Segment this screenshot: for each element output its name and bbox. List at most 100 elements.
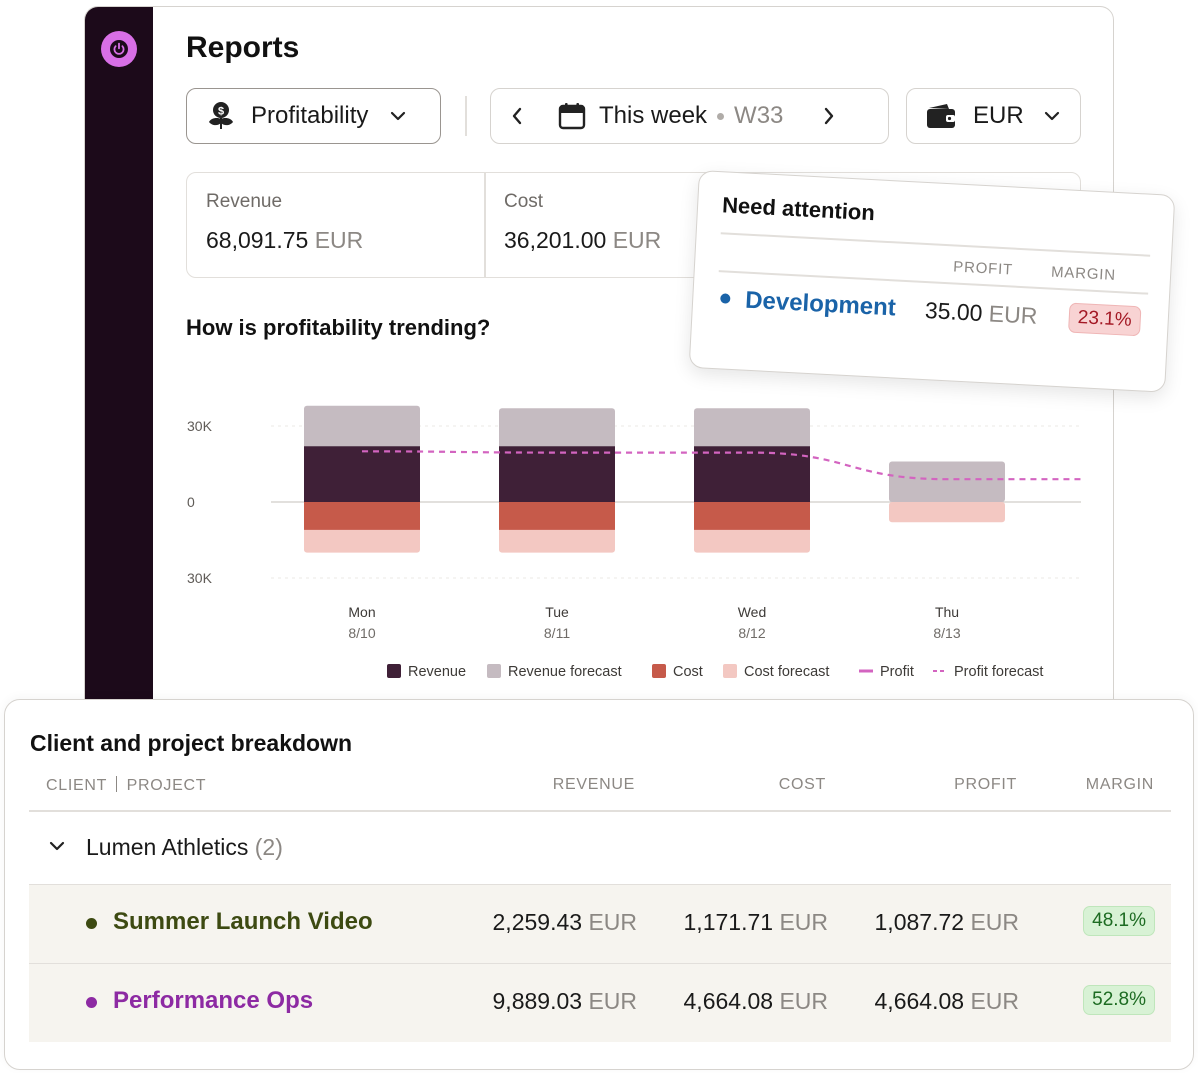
project-dot (86, 918, 97, 929)
breakdown-card: Client and project breakdown CLIENT PROJ… (4, 699, 1194, 1070)
profit-cell: 1,087.72 EUR (875, 909, 1019, 936)
profit-forecast-line (361, 450, 1081, 481)
col-client: CLIENT (46, 777, 107, 794)
project-name[interactable]: Summer Launch Video (113, 908, 373, 935)
wallet-icon (925, 102, 957, 130)
revenue-forecast-bar (889, 461, 1005, 502)
page-title: Reports (186, 31, 300, 64)
separator-dot (717, 112, 725, 120)
y-tick-label: 0 (187, 494, 195, 510)
revenue-stat: Revenue 68,091.75 EUR (187, 173, 363, 277)
legend-label: Profit forecast (954, 664, 1043, 680)
revenue-bar (304, 446, 420, 502)
legend-swatch (387, 664, 401, 678)
chevron-left-icon[interactable] (511, 107, 523, 125)
col-revenue: REVENUE (552, 776, 635, 793)
chevron-right-icon[interactable] (823, 107, 835, 125)
attention-project-link[interactable]: Development (744, 286, 897, 322)
margin-badge: 23.1% (1067, 302, 1142, 337)
client-label: Lumen Athletics (86, 834, 249, 860)
period-label[interactable]: This week (599, 102, 708, 129)
project-dot (720, 293, 731, 304)
svg-text:$: $ (218, 106, 224, 118)
profit-amount: 1,087.72 (874, 909, 965, 935)
column-separator (115, 776, 118, 792)
attention-profit: 35.00 EUR (924, 297, 1038, 330)
cost-bar (304, 502, 420, 530)
breakdown-title: Client and project breakdown (30, 730, 353, 756)
cost-bar (694, 502, 810, 530)
revenue-amount: 2,259.43 (492, 909, 583, 935)
need-attention-card: Need attention PROFIT MARGIN Development… (688, 170, 1176, 393)
week-number: W33 (734, 102, 784, 129)
project-name[interactable]: Performance Ops (113, 987, 314, 1014)
attention-col-margin: MARGIN (1050, 263, 1117, 284)
sidebar (85, 7, 153, 725)
x-tick-day: Tue (545, 604, 569, 620)
currency-dropdown[interactable]: EUR (906, 88, 1081, 144)
cost-amount: 1,171.71 (683, 909, 774, 935)
x-tick-date: 8/12 (738, 625, 765, 641)
stat-divider (484, 173, 486, 277)
cost-cell: 1,171.71 EUR (684, 909, 828, 936)
legend-label: Profit (880, 664, 914, 680)
revenue-stat-label: Revenue (206, 191, 283, 212)
revenue-amount: 68,091.75 (206, 227, 309, 253)
revenue-amount: 9,889.03 (492, 988, 583, 1014)
header-divider (29, 810, 1171, 812)
x-tick-day: Mon (348, 604, 375, 620)
legend-label: Cost forecast (744, 664, 829, 680)
margin-badge: 48.1% (1083, 906, 1155, 936)
profitability-chart: 30K 0 30K Mon 8/10 Tue 8/11 Wed 8/12 Thu 8/13 Reven… (187, 405, 1081, 680)
profit-unit: EUR (970, 909, 1019, 935)
y-tick-label: 30K (187, 570, 213, 586)
legend-label: Revenue forecast (508, 664, 622, 680)
revenue-bar (694, 446, 810, 502)
calendar-icon (557, 101, 587, 131)
revenue-bar (499, 446, 615, 502)
x-tick-date: 8/13 (933, 625, 960, 641)
toolbar-divider (465, 96, 467, 136)
col-profit: PROFIT (954, 776, 1017, 793)
currency-label: EUR (973, 102, 1024, 129)
client-name: Lumen Athletics (2) (86, 834, 283, 861)
col-cost: COST (778, 776, 826, 793)
legend-swatch (723, 664, 737, 678)
chevron-down-icon[interactable] (49, 838, 65, 856)
report-type-label: Profitability (251, 102, 369, 129)
margin-badge: 52.8% (1083, 985, 1155, 1015)
revenue-unit: EUR (588, 988, 637, 1014)
need-attention-title: Need attention (721, 192, 876, 226)
attention-profit-unit: EUR (988, 300, 1039, 329)
attention-profit-amount: 35.00 (924, 297, 984, 327)
cost-cell: 4,664.08 EUR (684, 988, 828, 1015)
cost-unit: EUR (612, 227, 662, 253)
attention-header-divider (720, 232, 1151, 257)
cost-amount: 4,664.08 (683, 988, 774, 1014)
money-plant-icon: $ (205, 100, 237, 132)
cost-stat-label: Cost (504, 191, 544, 212)
client-group-row[interactable]: Lumen Athletics (2) (29, 812, 1171, 884)
legend-label: Cost (673, 664, 703, 680)
legend-swatch (487, 664, 501, 678)
x-tick-date: 8/11 (544, 625, 570, 641)
cost-forecast-bar (889, 502, 1005, 523)
cost-bar (499, 502, 615, 530)
cost-unit: EUR (779, 988, 828, 1014)
table-row[interactable]: Summer Launch Video 2,259.43 EUR 1,171.7… (29, 884, 1171, 963)
attention-col-profit: PROFIT (952, 258, 1014, 279)
period-navigator: This week W33 (490, 88, 889, 144)
revenue-stat-value: 68,091.75 EUR (206, 227, 363, 254)
cost-stat-value: 36,201.00 EUR (504, 227, 661, 254)
x-tick-day: Wed (738, 604, 767, 620)
legend-swatch (652, 664, 666, 678)
cost-amount: 36,201.00 (504, 227, 607, 253)
revenue-unit: EUR (588, 909, 637, 935)
power-icon[interactable] (101, 31, 137, 67)
summary-stats: Revenue 68,091.75 EUR Cost 36,201.00 EUR (186, 172, 1081, 278)
table-row[interactable]: Performance Ops 9,889.03 EUR 4,664.08 EU… (29, 963, 1171, 1042)
x-tick-day: Thu (935, 604, 959, 620)
report-type-dropdown[interactable]: $ Profitability (186, 88, 441, 144)
col-margin: MARGIN (1085, 776, 1154, 793)
